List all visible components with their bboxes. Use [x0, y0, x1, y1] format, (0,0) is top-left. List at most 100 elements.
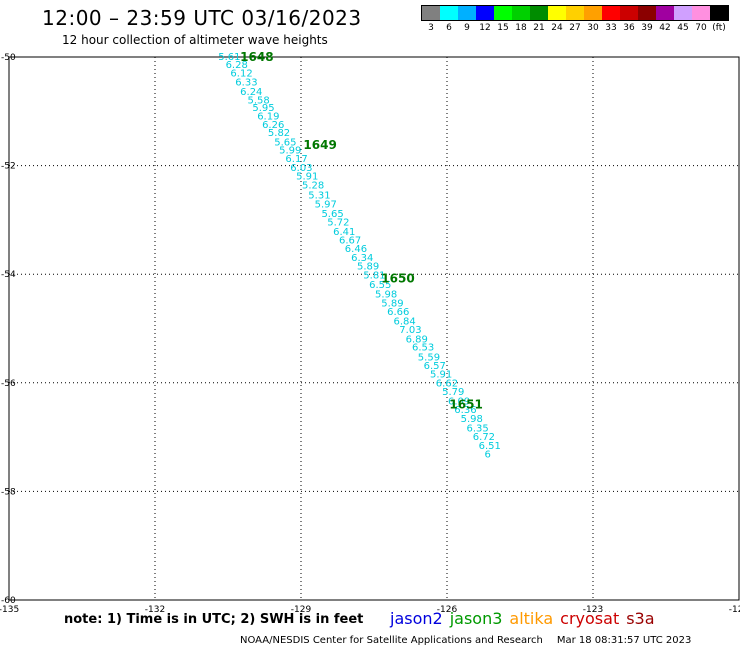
color-legend-swatch — [548, 6, 566, 20]
color-legend-swatch — [476, 6, 494, 20]
data-point: 7.03 — [399, 325, 421, 336]
data-point: 6.03 — [290, 163, 312, 174]
data-point: 6.09 — [448, 396, 470, 407]
time-annotation: 1650 — [381, 272, 414, 286]
data-point: 5.81 — [363, 270, 385, 281]
color-legend-label: (ft) — [712, 23, 726, 33]
data-point: 6.55 — [369, 280, 391, 291]
data-point: 5.95 — [252, 103, 274, 114]
footer-note: note: 1) Time is in UTC; 2) SWH is in fe… — [64, 612, 364, 627]
data-point: 5.98 — [375, 289, 397, 300]
mission-legend-item: jason3 — [449, 609, 503, 628]
x-tick-label: -123 — [583, 605, 603, 615]
y-tick-label: -52 — [1, 162, 16, 172]
data-point: 6 — [484, 449, 490, 460]
color-legend-labels: 3 6 9 12 15 18 21 24 27 30 33 36 39 42 45 70 (ft) — [421, 21, 727, 35]
color-legend-label: 27 — [569, 23, 581, 33]
color-legend-label: 6 — [446, 23, 452, 33]
data-point: 5.79 — [442, 387, 464, 398]
data-point: 6.67 — [339, 236, 361, 247]
color-legend-label: 18 — [515, 23, 527, 33]
footer-credit: NOAA/NESDIS Center for Satellite Applica… — [240, 635, 691, 646]
data-point: 5.82 — [268, 128, 290, 139]
data-point: 5.89 — [381, 299, 403, 310]
color-legend-swatches — [421, 5, 729, 21]
data-point: 6.53 — [412, 343, 434, 354]
data-point: 6.41 — [333, 227, 355, 238]
y-tick-label: -58 — [1, 487, 16, 497]
color-legend-swatch — [692, 6, 710, 20]
color-legend-swatch — [494, 6, 512, 20]
data-point: 6.34 — [351, 253, 373, 264]
y-tick-label: -50 — [1, 53, 16, 63]
color-legend-swatch — [512, 6, 530, 20]
mission-legend-item: jason2 — [390, 609, 443, 628]
color-legend-swatch — [566, 6, 584, 20]
mission-legend-item: cryosat — [560, 609, 620, 628]
page-subtitle: 12 hour collection of altimeter wave hei… — [62, 33, 328, 47]
data-point: 6.19 — [257, 112, 279, 123]
color-legend-swatch — [620, 6, 638, 20]
data-point: 6.36 — [454, 405, 476, 416]
color-legend-label: 12 — [479, 23, 491, 33]
data-point: 6.89 — [406, 334, 428, 345]
color-legend-label: 36 — [623, 23, 635, 33]
x-tick-label: -132 — [145, 605, 165, 615]
page-title: 12:00 – 23:59 UTC 03/16/2023 — [42, 6, 362, 30]
color-legend-label: 45 — [677, 23, 689, 33]
x-tick-label: -135 — [0, 605, 19, 615]
data-point: 6.84 — [393, 316, 415, 327]
data-point: 5.61 — [218, 52, 240, 63]
color-legend-swatch — [710, 6, 728, 20]
data-point: 6.17 — [285, 154, 307, 165]
data-point: 5.31 — [308, 190, 330, 201]
data-point: 5.28 — [302, 181, 324, 192]
x-tick-label: -126 — [437, 605, 458, 615]
color-legend-swatch — [530, 6, 548, 20]
data-point: 6.26 — [262, 120, 284, 131]
data-point: 5.98 — [461, 414, 483, 425]
plot-frame — [8, 56, 740, 601]
time-annotation: 1648 — [240, 50, 273, 64]
y-tick-label: -56 — [1, 379, 16, 389]
data-point: 5.65 — [274, 137, 296, 148]
color-legend-swatch — [656, 6, 674, 20]
data-point: 6.46 — [345, 244, 367, 255]
data-point: 5.99 — [279, 145, 301, 156]
data-point: 5.97 — [315, 200, 337, 211]
data-point: 6.51 — [479, 441, 501, 452]
data-point: 5.58 — [247, 95, 269, 106]
color-legend-label: 9 — [464, 23, 470, 33]
data-point: 6.72 — [473, 432, 495, 443]
data-point: 5.72 — [327, 218, 349, 229]
color-legend-swatch — [422, 6, 440, 20]
generated-timestamp: Mar 18 08:31:57 UTC 2023 — [556, 635, 692, 646]
mission-legend-item: s3a — [626, 609, 655, 628]
color-legend-swatch — [638, 6, 656, 20]
color-legend-label: 30 — [587, 23, 599, 33]
data-point: 6.12 — [230, 68, 252, 79]
color-legend-label: 3 — [428, 23, 434, 33]
data-point: 5.91 — [430, 370, 452, 381]
mission-legend: jason2 jason3 altika cryosat s3a — [390, 609, 662, 628]
x-tick-label: -129 — [291, 605, 312, 615]
data-point: 6.28 — [226, 60, 248, 71]
color-legend-label: 15 — [497, 23, 509, 33]
color-legend-label: 24 — [551, 23, 563, 33]
x-tick-label: -124 — [729, 605, 740, 615]
color-legend-swatch — [458, 6, 476, 20]
color-legend-swatch — [602, 6, 620, 20]
data-point: 6.57 — [424, 361, 446, 372]
data-point: 6.35 — [466, 423, 488, 434]
color-legend-swatch — [674, 6, 692, 20]
data-point: 5.89 — [357, 262, 379, 273]
color-legend-label: 39 — [641, 23, 653, 33]
data-point: 5.65 — [321, 209, 343, 220]
color-legend-label: 33 — [605, 23, 617, 33]
color-legend-label: 21 — [533, 23, 545, 33]
data-point: 5.59 — [418, 352, 440, 363]
credit-text: NOAA/NESDIS Center for Satellite Applica… — [240, 635, 543, 646]
y-tick-label: -60 — [1, 596, 16, 606]
color-legend-label: 42 — [659, 23, 671, 33]
